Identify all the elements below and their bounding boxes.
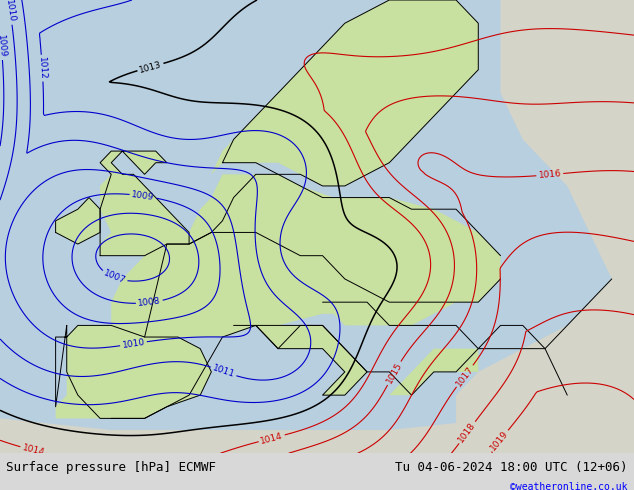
Text: 1018: 1018 (456, 420, 477, 444)
Polygon shape (100, 151, 189, 256)
Text: 1011: 1011 (211, 364, 236, 379)
Text: 1010: 1010 (122, 338, 146, 350)
Text: 1009: 1009 (0, 35, 7, 58)
Text: 1014: 1014 (21, 443, 46, 457)
Text: 1012: 1012 (37, 56, 48, 80)
Polygon shape (323, 302, 478, 395)
Text: 1014: 1014 (259, 431, 284, 445)
Polygon shape (500, 0, 634, 453)
Text: 1009: 1009 (131, 190, 155, 202)
Text: 1008: 1008 (138, 297, 161, 308)
Text: 1010: 1010 (4, 0, 16, 24)
Text: 1019: 1019 (489, 429, 510, 452)
Polygon shape (211, 0, 478, 186)
Text: 1017: 1017 (454, 364, 476, 388)
Polygon shape (256, 174, 278, 197)
Text: 1013: 1013 (138, 60, 163, 74)
Polygon shape (0, 418, 634, 453)
Text: Surface pressure [hPa] ECMWF: Surface pressure [hPa] ECMWF (6, 461, 216, 474)
Text: 1007: 1007 (102, 269, 127, 286)
Polygon shape (56, 325, 211, 418)
Polygon shape (111, 174, 500, 337)
Polygon shape (456, 349, 634, 453)
Text: ©weatheronline.co.uk: ©weatheronline.co.uk (510, 482, 628, 490)
Text: 1016: 1016 (538, 169, 562, 180)
Polygon shape (233, 325, 367, 395)
Text: 1015: 1015 (384, 361, 404, 386)
Text: Tu 04-06-2024 18:00 UTC (12+06): Tu 04-06-2024 18:00 UTC (12+06) (395, 461, 628, 474)
Polygon shape (56, 197, 100, 244)
